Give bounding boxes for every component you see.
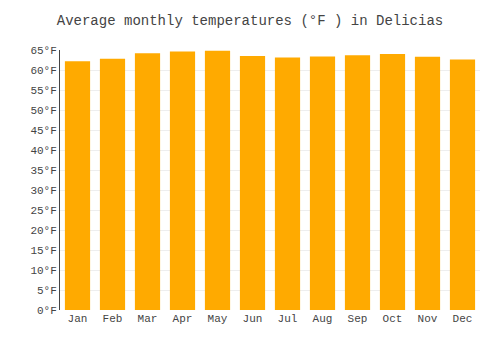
svg-text:Aug: Aug <box>313 313 333 325</box>
svg-text:Dec: Dec <box>453 313 473 325</box>
svg-text:40°F: 40°F <box>30 145 56 157</box>
svg-text:15°F: 15°F <box>30 245 56 257</box>
svg-text:35°F: 35°F <box>30 165 56 177</box>
svg-text:30°F: 30°F <box>30 185 56 197</box>
svg-text:55°F: 55°F <box>30 85 56 97</box>
svg-text:Oct: Oct <box>383 313 403 325</box>
svg-text:Jan: Jan <box>68 313 88 325</box>
svg-text:Average monthly temperatures (: Average monthly temperatures (°F ) in De… <box>57 13 443 29</box>
svg-text:Sep: Sep <box>348 313 368 325</box>
svg-text:25°F: 25°F <box>30 205 56 217</box>
svg-text:Jun: Jun <box>243 313 263 325</box>
svg-text:0°F: 0°F <box>37 305 57 317</box>
svg-text:60°F: 60°F <box>30 65 56 77</box>
svg-text:20°F: 20°F <box>30 225 56 237</box>
svg-text:10°F: 10°F <box>30 265 56 277</box>
svg-text:May: May <box>208 313 228 325</box>
svg-text:65°F: 65°F <box>30 45 56 57</box>
svg-text:5°F: 5°F <box>37 285 57 297</box>
svg-text:Jul: Jul <box>278 313 298 325</box>
svg-text:Apr: Apr <box>173 313 193 325</box>
svg-text:50°F: 50°F <box>30 105 56 117</box>
svg-text:Feb: Feb <box>103 313 123 325</box>
svg-text:Nov: Nov <box>418 313 438 325</box>
svg-text:45°F: 45°F <box>30 125 56 137</box>
svg-text:Mar: Mar <box>138 313 158 325</box>
